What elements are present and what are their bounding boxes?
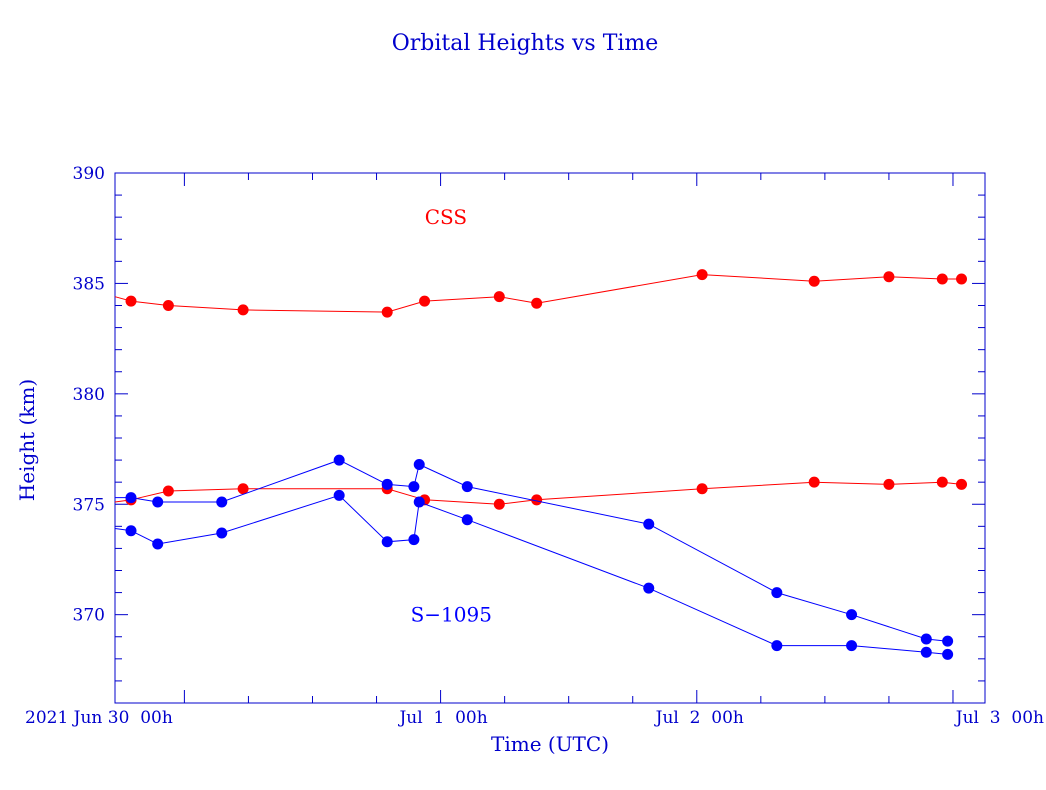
y-tick-label: 375 <box>73 495 105 515</box>
data-point <box>531 297 543 309</box>
x-tick-label: Jul 3 00h <box>954 708 1044 728</box>
data-point <box>237 304 249 316</box>
data-point <box>808 476 820 488</box>
data-point <box>493 291 505 303</box>
data-point <box>413 496 425 508</box>
series-3 <box>114 489 954 660</box>
data-point <box>942 635 954 647</box>
x-axis-label: Time (UTC) <box>491 732 609 756</box>
data-point <box>333 454 345 466</box>
data-point <box>125 525 137 537</box>
y-tick-label: 380 <box>73 385 105 405</box>
data-point <box>846 609 858 621</box>
data-point <box>643 518 655 530</box>
series-2 <box>115 454 954 647</box>
data-point <box>920 633 932 645</box>
data-point <box>942 648 954 660</box>
data-point <box>531 494 543 506</box>
data-point <box>846 640 858 652</box>
data-point <box>696 269 708 281</box>
data-point <box>333 489 345 501</box>
data-point <box>408 481 420 493</box>
data-point <box>381 306 393 318</box>
data-point <box>125 492 137 504</box>
data-point <box>936 476 948 488</box>
data-point <box>936 273 948 285</box>
y-tick-label: 385 <box>73 274 105 294</box>
data-point <box>162 485 174 497</box>
data-point <box>237 483 249 495</box>
data-point <box>381 478 393 490</box>
annotations: CSS S−1095 <box>411 205 492 627</box>
series-0 <box>114 269 968 318</box>
data-point <box>216 527 228 539</box>
chart-title: Orbital Heights vs Time <box>392 31 659 56</box>
series-line <box>114 494 948 655</box>
data-point <box>413 459 425 470</box>
axis-ticks <box>115 172 985 704</box>
y-axis-label: Height (km) <box>15 379 39 501</box>
y-tick-labels: 370 375 380 385 390 <box>73 164 105 626</box>
plot-frame <box>114 172 986 704</box>
data-point <box>152 538 164 550</box>
data-point <box>419 295 431 307</box>
data-point <box>808 275 820 287</box>
data-point <box>152 496 164 508</box>
data-point <box>216 496 228 508</box>
series-layer <box>114 269 968 660</box>
x-tick-label: Jul 1 00h <box>397 708 487 728</box>
data-point <box>956 478 968 490</box>
data-point <box>883 478 895 490</box>
chart-annotation: CSS <box>425 205 467 229</box>
data-point <box>461 481 473 493</box>
data-point <box>162 300 174 311</box>
x-tick-label: 2021 Jun 30 00h <box>25 708 173 728</box>
x-tick-label: Jul 2 00h <box>654 708 744 728</box>
x-tick-labels: 2021 Jun 30 00h Jul 1 00h Jul 2 00h Jul 3 0… <box>25 708 1044 728</box>
data-point <box>771 587 783 599</box>
data-point <box>408 534 420 546</box>
data-point <box>125 295 137 307</box>
data-point <box>461 514 473 526</box>
data-point <box>956 273 968 285</box>
y-tick-label: 390 <box>73 164 105 184</box>
data-point <box>696 483 708 495</box>
data-point <box>920 646 932 658</box>
data-point <box>883 271 895 283</box>
data-point <box>381 536 393 548</box>
series-line <box>115 459 948 642</box>
chart-annotation: S−1095 <box>411 603 492 627</box>
data-point <box>493 498 505 510</box>
series-1 <box>114 476 968 510</box>
data-point <box>643 582 655 594</box>
data-point <box>771 640 783 652</box>
y-tick-label: 370 <box>73 606 105 626</box>
